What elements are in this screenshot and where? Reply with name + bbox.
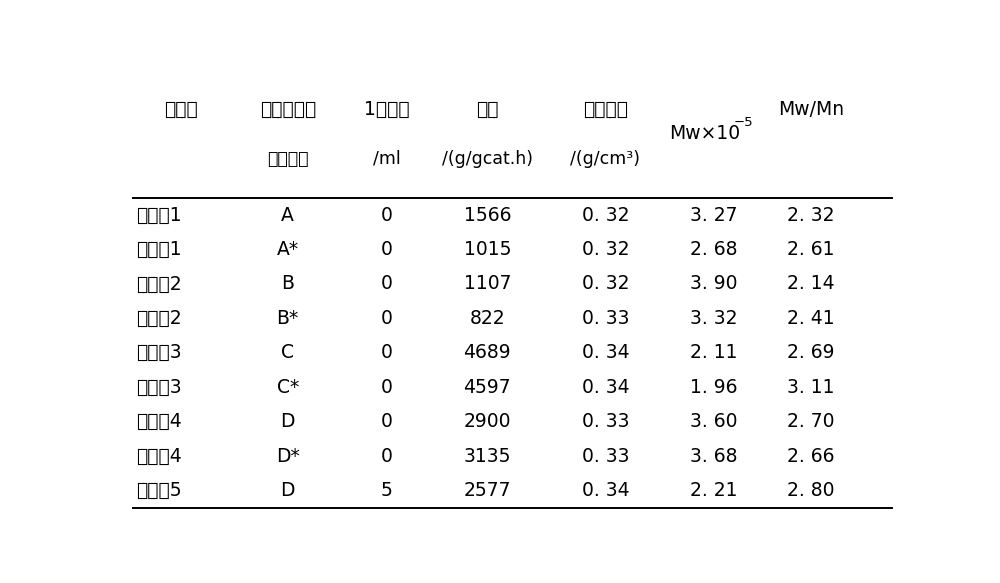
Text: 实施例3: 实施例3 — [136, 343, 181, 362]
Text: D: D — [280, 412, 295, 431]
Text: 比较例4: 比较例4 — [136, 447, 182, 465]
Text: 0. 33: 0. 33 — [582, 447, 629, 465]
Text: 0: 0 — [381, 447, 392, 465]
Text: 4597: 4597 — [464, 378, 511, 396]
Text: 活性: 活性 — [476, 100, 499, 119]
Text: 实施例: 实施例 — [164, 100, 198, 119]
Text: 1566: 1566 — [464, 206, 511, 224]
Text: 0: 0 — [381, 378, 392, 396]
Text: Mw×10: Mw×10 — [669, 124, 740, 143]
Text: Mw/Mn: Mw/Mn — [778, 100, 844, 119]
Text: 822: 822 — [470, 309, 505, 328]
Text: 0. 34: 0. 34 — [582, 343, 629, 362]
Text: −5: −5 — [734, 116, 753, 129]
Text: 比较例2: 比较例2 — [136, 309, 181, 328]
Text: A: A — [281, 206, 294, 224]
Text: 2577: 2577 — [464, 481, 511, 500]
Text: B*: B* — [277, 309, 299, 328]
Text: 比较例1: 比较例1 — [136, 240, 181, 259]
Text: D*: D* — [276, 447, 300, 465]
Text: 实施例2: 实施例2 — [136, 275, 181, 293]
Text: D: D — [280, 481, 295, 500]
Text: 2900: 2900 — [464, 412, 511, 431]
Text: /(g/gcat.h): /(g/gcat.h) — [442, 150, 533, 168]
Text: 3. 32: 3. 32 — [690, 309, 738, 328]
Text: 5: 5 — [381, 481, 392, 500]
Text: 2. 21: 2. 21 — [690, 481, 738, 500]
Text: 实施例1: 实施例1 — [136, 206, 181, 224]
Text: 3. 90: 3. 90 — [690, 275, 738, 293]
Text: 2. 32: 2. 32 — [787, 206, 835, 224]
Text: 0: 0 — [381, 275, 392, 293]
Text: 比较例3: 比较例3 — [136, 378, 181, 396]
Text: 3. 60: 3. 60 — [690, 412, 738, 431]
Text: 堆积密度: 堆积密度 — [583, 100, 628, 119]
Text: A*: A* — [277, 240, 299, 259]
Text: 2. 66: 2. 66 — [787, 447, 835, 465]
Text: 4689: 4689 — [464, 343, 511, 362]
Text: 实施例5: 实施例5 — [136, 481, 181, 500]
Text: 3135: 3135 — [464, 447, 511, 465]
Text: C: C — [281, 343, 294, 362]
Text: B: B — [281, 275, 294, 293]
Text: 0. 33: 0. 33 — [582, 309, 629, 328]
Text: 实施例4: 实施例4 — [136, 412, 182, 431]
Text: 2. 41: 2. 41 — [787, 309, 835, 328]
Text: 0. 32: 0. 32 — [582, 275, 629, 293]
Text: /ml: /ml — [373, 150, 400, 168]
Text: 0. 34: 0. 34 — [582, 481, 629, 500]
Text: 属催化剂: 属催化剂 — [267, 150, 308, 168]
Text: 2. 68: 2. 68 — [690, 240, 738, 259]
Text: C*: C* — [277, 378, 299, 396]
Text: 1. 96: 1. 96 — [690, 378, 738, 396]
Text: 1015: 1015 — [464, 240, 511, 259]
Text: 1－己烯: 1－己烯 — [364, 100, 409, 119]
Text: 3. 11: 3. 11 — [787, 378, 835, 396]
Text: 0: 0 — [381, 412, 392, 431]
Text: 0: 0 — [381, 240, 392, 259]
Text: 2. 70: 2. 70 — [787, 412, 835, 431]
Text: 2. 61: 2. 61 — [787, 240, 835, 259]
Text: 3. 27: 3. 27 — [690, 206, 738, 224]
Text: 0. 32: 0. 32 — [582, 206, 629, 224]
Text: 2. 14: 2. 14 — [787, 275, 835, 293]
Text: 2. 11: 2. 11 — [690, 343, 738, 362]
Text: 0: 0 — [381, 206, 392, 224]
Text: 0. 33: 0. 33 — [582, 412, 629, 431]
Text: 2. 69: 2. 69 — [787, 343, 835, 362]
Text: /(g/cm³): /(g/cm³) — [570, 150, 640, 168]
Text: 3. 68: 3. 68 — [690, 447, 738, 465]
Text: 0. 34: 0. 34 — [582, 378, 629, 396]
Text: 2. 80: 2. 80 — [787, 481, 835, 500]
Text: 1107: 1107 — [464, 275, 511, 293]
Text: 0. 32: 0. 32 — [582, 240, 629, 259]
Text: 0: 0 — [381, 309, 392, 328]
Text: 0: 0 — [381, 343, 392, 362]
Text: 负载化茂金: 负载化茂金 — [260, 100, 316, 119]
